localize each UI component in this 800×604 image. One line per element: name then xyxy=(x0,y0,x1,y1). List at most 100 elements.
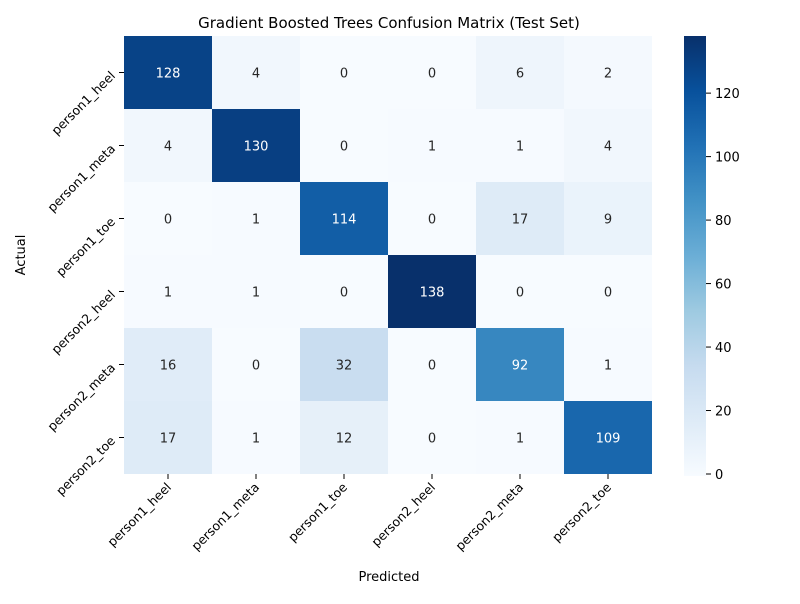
cell-value-label: 2 xyxy=(604,67,612,82)
heatmap-cell xyxy=(124,328,212,401)
x-tick-label: person2_meta xyxy=(452,480,526,554)
heatmap-cell xyxy=(564,109,652,182)
cell-value-label: 1 xyxy=(516,140,524,155)
cell-value-label: 1 xyxy=(252,432,260,447)
heatmap-cell xyxy=(212,109,300,182)
cell-value-label: 138 xyxy=(420,286,445,301)
heatmap-cell xyxy=(300,328,388,401)
heatmap-cell xyxy=(124,36,212,109)
y-tick-label: person1_meta xyxy=(44,141,118,215)
cell-value-label: 0 xyxy=(340,67,348,82)
colorbar-tick-label: 40 xyxy=(715,341,732,356)
heatmap-cell xyxy=(212,182,300,255)
cell-value-label: 109 xyxy=(596,432,621,447)
heatmap-cell xyxy=(124,255,212,328)
cell-value-label: 0 xyxy=(340,286,348,301)
cell-value-label: 114 xyxy=(332,213,357,228)
cell-value-label: 1 xyxy=(428,140,436,155)
heatmap-cell xyxy=(476,182,564,255)
colorbar-tick-label: 120 xyxy=(715,87,740,102)
cell-value-label: 17 xyxy=(512,213,529,228)
cell-value-label: 0 xyxy=(428,213,436,228)
heatmap-cell xyxy=(300,109,388,182)
heatmap-cell xyxy=(564,401,652,474)
y-tick-label: person1_heel xyxy=(48,68,118,138)
colorbar-tick-label: 80 xyxy=(715,214,732,229)
heatmap-cell xyxy=(564,182,652,255)
heatmap-cell xyxy=(212,401,300,474)
x-tick-label: person1_meta xyxy=(188,480,262,554)
cell-value-label: 0 xyxy=(340,140,348,155)
heatmap-cell xyxy=(476,328,564,401)
cell-value-label: 16 xyxy=(160,359,177,374)
cell-value-label: 6 xyxy=(516,67,524,82)
heatmap-cell xyxy=(212,36,300,109)
heatmap-cell xyxy=(476,36,564,109)
heatmap-cell xyxy=(476,109,564,182)
colorbar-tick-label: 60 xyxy=(715,278,732,293)
cell-value-label: 4 xyxy=(252,67,260,82)
cell-value-label: 4 xyxy=(604,140,612,155)
cell-value-label: 92 xyxy=(512,359,529,374)
y-axis-ticks: person1_heelperson1_metaperson1_toeperso… xyxy=(44,68,124,498)
colorbar-tick-label: 20 xyxy=(715,405,732,420)
heatmap-cell xyxy=(388,182,476,255)
cell-value-label: 32 xyxy=(336,359,353,374)
x-axis-ticks: person1_heel person1_meta person1_toe perso… xyxy=(104,474,614,553)
colorbar xyxy=(684,36,706,476)
cell-value-label: 4 xyxy=(164,140,172,155)
y-axis-title: Actual xyxy=(14,235,29,276)
cell-value-label: 0 xyxy=(516,286,524,301)
x-tick-label: person2_toe xyxy=(549,479,614,544)
heatmap-cell xyxy=(388,328,476,401)
cell-value-label: 1 xyxy=(604,359,612,374)
y-tick-label: person2_toe xyxy=(53,433,118,498)
colorbar-tick-label: 100 xyxy=(715,151,740,166)
heatmap-cell xyxy=(212,328,300,401)
cell-value-label: 0 xyxy=(428,359,436,374)
x-tick-label: person2_heel xyxy=(368,480,438,550)
y-tick-label: person2_meta xyxy=(44,360,118,434)
y-tick-label: person1_toe xyxy=(53,214,118,279)
heatmap-cell xyxy=(564,328,652,401)
heatmap-cell xyxy=(476,255,564,328)
heatmap-cell xyxy=(388,109,476,182)
heatmap-cell xyxy=(124,182,212,255)
heatmap-cells: 128 4 0 0 6 24 130 0 1 1 40 1 114 0 17 91 1 0 138 0 016 0 32 0 9… xyxy=(124,36,652,474)
heatmap-cell xyxy=(300,36,388,109)
heatmap-cell xyxy=(388,401,476,474)
heatmap-cell xyxy=(212,255,300,328)
cell-value-label: 128 xyxy=(156,67,181,82)
heatmap-cell xyxy=(564,36,652,109)
x-tick-label: person1_heel xyxy=(104,480,174,550)
chart-title: Gradient Boosted Trees Confusion Matrix … xyxy=(198,14,580,32)
cell-value-label: 0 xyxy=(428,67,436,82)
cell-value-label: 0 xyxy=(252,359,260,374)
x-tick-label: person1_toe xyxy=(285,479,350,544)
cell-value-label: 130 xyxy=(244,140,269,155)
cell-value-label: 0 xyxy=(164,213,172,228)
cell-value-label: 1 xyxy=(252,213,260,228)
colorbar-ticks: 0 20 40 60 80 100 120 xyxy=(706,87,740,483)
heatmap-cell xyxy=(564,255,652,328)
heatmap-cell xyxy=(476,401,564,474)
cell-value-label: 0 xyxy=(604,286,612,301)
x-axis-title: Predicted xyxy=(358,570,419,585)
heatmap-cell xyxy=(300,182,388,255)
cell-value-label: 1 xyxy=(516,432,524,447)
cell-value-label: 17 xyxy=(160,432,177,447)
heatmap-cell xyxy=(388,255,476,328)
cell-value-label: 0 xyxy=(428,432,436,447)
heatmap-cell xyxy=(388,36,476,109)
heatmap-cell xyxy=(124,401,212,474)
cell-value-label: 9 xyxy=(604,213,612,228)
heatmap-cell xyxy=(124,109,212,182)
heatmap-cell xyxy=(300,401,388,474)
y-tick-label: person2_heel xyxy=(48,287,118,357)
cell-value-label: 1 xyxy=(164,286,172,301)
heatmap-cell xyxy=(300,255,388,328)
cell-value-label: 12 xyxy=(336,432,353,447)
colorbar-tick-label: 0 xyxy=(715,468,723,483)
